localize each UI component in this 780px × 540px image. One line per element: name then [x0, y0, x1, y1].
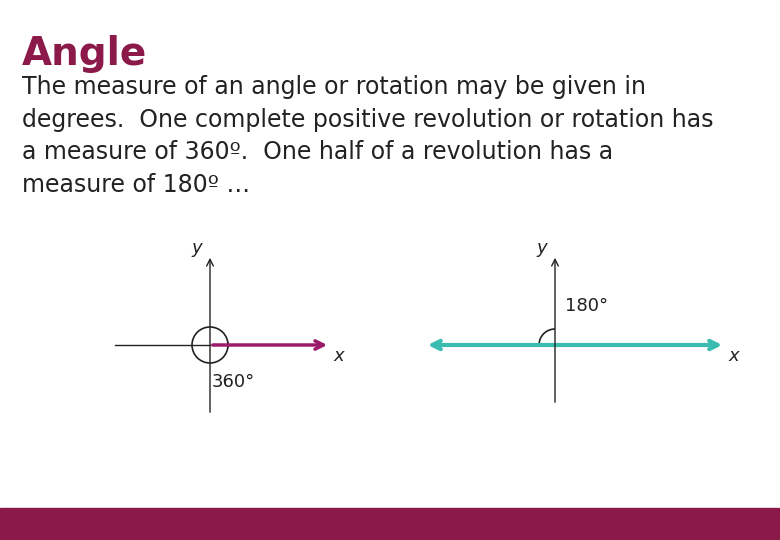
Text: PEARSON: PEARSON	[658, 515, 762, 534]
Text: 360°: 360°	[212, 373, 255, 391]
Text: Angle: Angle	[22, 35, 147, 73]
Text: y: y	[191, 239, 202, 257]
Text: x: x	[728, 347, 739, 365]
Text: x: x	[333, 347, 344, 365]
Text: y: y	[537, 239, 547, 257]
Text: 180°: 180°	[565, 297, 608, 315]
Text: ALWAYS LEARNING: ALWAYS LEARNING	[18, 517, 150, 530]
Text: The measure of an angle or rotation may be given in
degrees.  One complete posit: The measure of an angle or rotation may …	[22, 75, 714, 197]
Bar	[0, 508, 780, 540]
